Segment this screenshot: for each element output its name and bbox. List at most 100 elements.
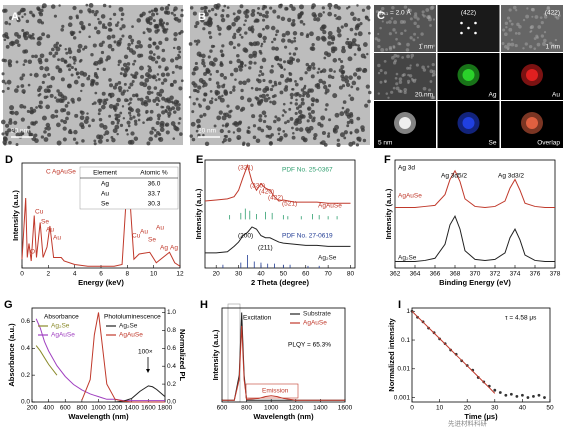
annotation: (420) <box>259 189 274 196</box>
particle <box>269 100 272 104</box>
texture <box>421 10 425 14</box>
particle <box>159 6 165 11</box>
particle <box>114 82 119 87</box>
particle <box>37 18 43 24</box>
particle <box>149 130 154 135</box>
particle <box>294 102 298 106</box>
texture <box>406 42 410 47</box>
particle <box>8 120 13 125</box>
particle <box>67 49 73 55</box>
particle <box>141 11 146 16</box>
particle <box>164 5 170 11</box>
particle <box>118 89 122 93</box>
particle <box>345 82 351 87</box>
particle <box>356 136 360 141</box>
particle <box>327 132 331 135</box>
texture <box>537 25 542 29</box>
element-map <box>462 117 475 129</box>
y-tick-label: 0.2 <box>21 372 30 379</box>
particle <box>234 121 240 127</box>
particle <box>45 95 49 99</box>
particle <box>349 111 354 116</box>
texture <box>533 47 537 50</box>
particle <box>193 39 197 43</box>
particle <box>54 96 57 99</box>
particle <box>302 91 307 96</box>
particle <box>112 128 118 134</box>
particle <box>343 136 347 140</box>
particle <box>289 4 294 8</box>
particle <box>254 87 259 92</box>
particle <box>148 15 153 21</box>
particle <box>151 126 155 131</box>
particle <box>173 13 177 17</box>
tile-label: Overlap <box>537 140 560 147</box>
particle <box>223 134 227 138</box>
particle <box>327 41 332 46</box>
particle <box>298 94 302 98</box>
texture <box>530 24 535 29</box>
particle <box>352 72 358 77</box>
particle <box>244 14 250 19</box>
particle <box>255 78 260 82</box>
particle <box>320 35 326 41</box>
particle <box>70 97 75 103</box>
annotation: (330) <box>250 183 265 190</box>
particle <box>1 58 6 62</box>
annotation: 100× <box>138 349 153 356</box>
particle <box>73 79 79 85</box>
particle <box>41 80 45 85</box>
x-tick-label: 6 <box>99 271 103 278</box>
texture <box>408 74 413 78</box>
particle <box>37 8 41 11</box>
particle <box>43 88 49 94</box>
particle <box>251 114 256 119</box>
data-point <box>498 391 502 394</box>
particle <box>159 120 165 126</box>
particle <box>305 93 311 98</box>
particle <box>149 109 154 114</box>
particle <box>200 6 204 11</box>
particle <box>239 33 242 37</box>
particle <box>123 74 127 78</box>
table-cell: Ag <box>101 181 109 188</box>
particle <box>237 65 242 69</box>
reference-label: PDF No. 25-0367 <box>282 167 333 174</box>
particle <box>285 30 291 36</box>
particle <box>315 98 320 103</box>
particle <box>315 36 321 41</box>
texture <box>395 37 398 41</box>
particle <box>224 91 228 96</box>
particle <box>134 93 139 97</box>
texture <box>392 45 396 48</box>
particle <box>22 49 27 54</box>
particle <box>165 10 171 15</box>
texture <box>507 48 510 51</box>
texture <box>535 34 539 38</box>
particle <box>148 10 152 14</box>
particle <box>235 15 241 21</box>
particle <box>23 12 27 16</box>
particle <box>64 47 67 51</box>
particle <box>203 72 207 76</box>
particle <box>1 72 5 76</box>
particle <box>304 126 310 132</box>
particle <box>98 42 104 48</box>
particle <box>315 17 321 22</box>
particle <box>23 35 29 41</box>
particle <box>244 31 248 35</box>
particle <box>298 104 302 109</box>
particle <box>34 54 38 59</box>
particle <box>345 40 350 46</box>
particle <box>288 52 292 55</box>
x-tick-label: 0 <box>410 405 414 412</box>
particle <box>227 130 231 134</box>
particle <box>39 65 44 71</box>
particle <box>110 120 115 125</box>
texture <box>422 14 426 18</box>
particle <box>219 49 224 53</box>
particle <box>279 3 283 7</box>
particle <box>113 40 117 44</box>
particle <box>62 126 67 131</box>
table-frame <box>79 166 179 210</box>
